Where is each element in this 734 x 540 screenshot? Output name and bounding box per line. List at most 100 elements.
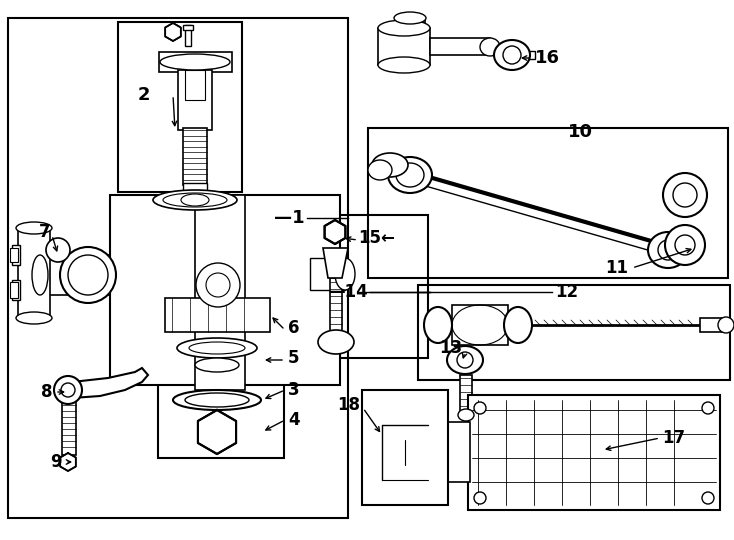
Bar [522,51,535,59]
Bar [185,70,205,100]
Bar [468,395,720,510]
Ellipse shape [189,342,245,354]
Polygon shape [324,220,346,244]
Text: 3: 3 [288,381,299,399]
Ellipse shape [504,307,532,343]
Ellipse shape [494,40,530,70]
Text: 15←: 15← [358,229,395,247]
Bar [305,215,428,358]
Text: —1: —1 [275,209,305,227]
Ellipse shape [195,358,239,372]
Ellipse shape [153,190,237,210]
Ellipse shape [424,307,452,343]
Bar [430,38,490,55]
Bar [12,245,20,265]
Ellipse shape [318,330,354,354]
Text: 12: 12 [555,283,578,301]
Ellipse shape [173,390,261,410]
Ellipse shape [368,160,392,180]
Text: 8: 8 [40,383,52,401]
Ellipse shape [673,183,697,207]
Bar [368,128,728,278]
Text: 6: 6 [288,319,299,337]
Ellipse shape [160,54,230,70]
Ellipse shape [16,222,52,234]
Ellipse shape [388,157,432,193]
Ellipse shape [702,492,714,504]
Ellipse shape [396,163,424,187]
Bar [310,258,345,290]
Bar [183,128,207,185]
Ellipse shape [503,46,521,64]
Bar [195,195,245,390]
Ellipse shape [335,258,355,290]
Ellipse shape [206,273,230,297]
Text: 7: 7 [38,223,50,241]
Bar [40,255,110,295]
Polygon shape [58,368,148,398]
Polygon shape [198,410,236,454]
Bar [10,248,18,262]
Text: 10: 10 [568,123,593,141]
Bar [8,18,348,518]
Text: 4: 4 [288,411,299,429]
Bar [183,25,193,30]
Bar [448,422,470,482]
Text: 11: 11 [605,259,628,277]
Polygon shape [362,390,448,505]
Bar [185,25,191,46]
Bar [330,278,342,340]
Ellipse shape [32,255,48,295]
Text: 9: 9 [51,453,62,471]
Ellipse shape [648,232,688,268]
Ellipse shape [328,225,342,239]
Bar [183,183,207,200]
Bar [62,400,76,455]
Bar [159,52,232,72]
Text: 13: 13 [439,339,462,357]
Bar [158,290,284,458]
Bar [110,195,340,385]
Ellipse shape [196,263,240,307]
Ellipse shape [457,352,473,368]
Ellipse shape [378,57,430,73]
Ellipse shape [46,238,70,262]
Ellipse shape [54,376,82,404]
Ellipse shape [474,402,486,414]
Ellipse shape [718,317,734,333]
Ellipse shape [458,409,474,421]
Ellipse shape [675,235,695,255]
Ellipse shape [181,194,209,206]
Ellipse shape [68,255,108,295]
Ellipse shape [394,12,426,24]
Bar [178,70,212,130]
Text: —14: —14 [328,283,368,301]
Polygon shape [165,23,181,41]
Ellipse shape [16,312,52,324]
Ellipse shape [663,173,707,217]
Ellipse shape [702,402,714,414]
Bar [395,18,425,32]
Ellipse shape [665,225,705,265]
Text: 16: 16 [535,49,560,67]
Ellipse shape [474,492,486,504]
Bar [18,228,50,318]
Bar [700,318,726,332]
Bar [10,282,18,298]
Bar [165,298,270,332]
Ellipse shape [203,424,231,440]
Bar [418,285,730,380]
Bar [12,280,20,300]
Bar [452,305,508,345]
Ellipse shape [163,193,227,207]
Ellipse shape [658,240,678,260]
Ellipse shape [378,20,430,36]
Text: 17: 17 [662,429,685,447]
Bar [378,28,430,65]
Bar [460,375,472,415]
Ellipse shape [480,38,500,56]
Ellipse shape [60,247,116,303]
Text: 18: 18 [337,396,360,414]
Polygon shape [60,453,76,471]
Ellipse shape [185,393,249,407]
